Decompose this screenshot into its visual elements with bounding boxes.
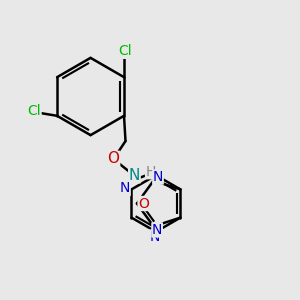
Text: N: N [129,168,140,183]
Text: O: O [108,152,120,166]
Text: O: O [138,196,149,211]
Text: N: N [120,182,130,196]
Text: H: H [146,165,156,179]
Text: N: N [152,223,162,237]
Text: N: N [149,230,160,244]
Text: Cl: Cl [27,104,41,118]
Text: Cl: Cl [119,44,132,58]
Text: N: N [153,170,163,184]
